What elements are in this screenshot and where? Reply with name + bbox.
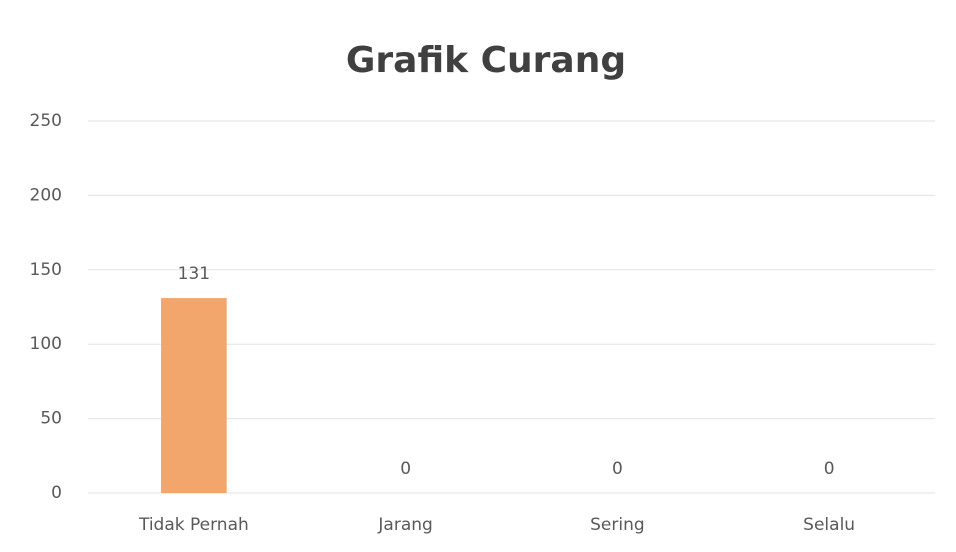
y-tick-label: 150 (30, 260, 62, 280)
bar (161, 298, 227, 493)
y-tick-label: 50 (40, 409, 62, 429)
data-label: 0 (824, 459, 835, 479)
x-tick-label: Sering (590, 515, 645, 535)
y-tick-label: 0 (51, 483, 62, 503)
chart-title: Grafik Curang (346, 40, 626, 81)
y-tick-label: 200 (30, 185, 62, 205)
data-label: 0 (612, 459, 623, 479)
x-tick-label: Jarang (377, 515, 432, 535)
data-label: 0 (400, 459, 411, 479)
y-tick-label: 250 (30, 111, 62, 131)
x-tick-label: Selalu (803, 515, 855, 535)
y-tick-label: 100 (30, 334, 62, 354)
data-label: 131 (178, 264, 210, 284)
x-tick-label: Tidak Pernah (138, 515, 249, 535)
